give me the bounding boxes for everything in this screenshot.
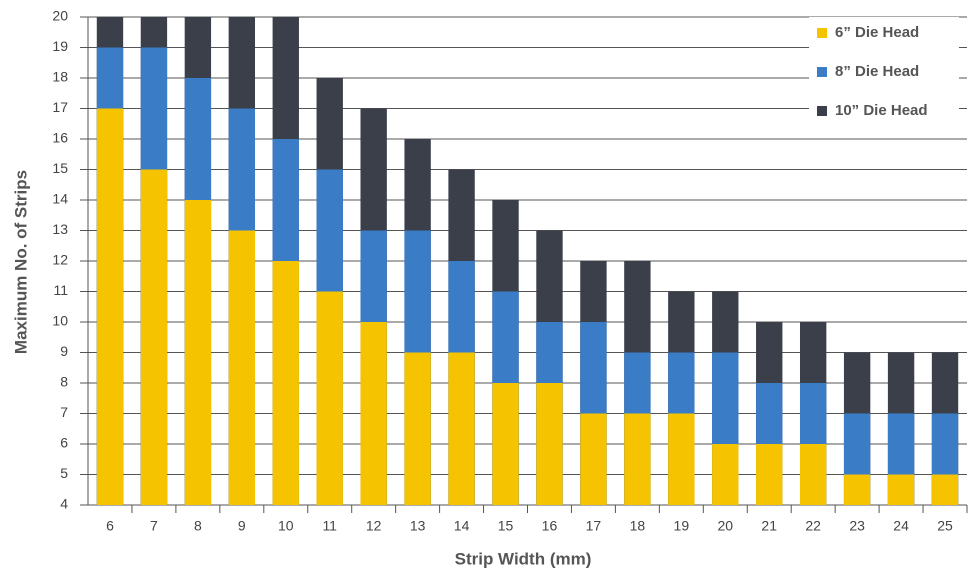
y-tick-label: 10 [52,313,68,329]
bar [756,444,783,505]
y-tick-label: 9 [60,343,68,359]
x-tick-label: 6 [106,518,114,534]
x-tick-label: 17 [586,518,602,534]
y-tick-label: 15 [52,160,68,176]
x-tick-label: 23 [849,518,865,534]
y-tick-label: 13 [52,221,68,237]
y-tick-label: 7 [60,404,68,420]
y-tick-label: 14 [52,191,68,207]
y-tick-label: 5 [60,465,68,481]
x-tick-label: 12 [366,518,382,534]
x-tick-label: 22 [805,518,821,534]
x-tick-label: 15 [498,518,514,534]
y-tick-label: 18 [52,69,68,85]
x-tick-label: 18 [630,518,646,534]
x-tick-label: 14 [454,518,470,534]
y-axis-title: Maximum No. of Strips [11,170,30,354]
bar [96,108,124,505]
bar [668,413,695,505]
x-tick-label: 9 [238,518,246,534]
legend-background [809,17,959,117]
x-tick-label: 21 [761,518,777,534]
legend: 6” Die Head 8” Die Head 10” Die Head [809,17,959,119]
x-tick-label: 20 [717,518,733,534]
y-tick-label: 11 [53,282,68,298]
bar [931,474,959,505]
y-tick-label: 17 [52,99,68,115]
x-tick-label: 8 [194,518,202,534]
bar [887,474,915,505]
bar [228,230,256,505]
bar [360,322,387,505]
legend-swatch [817,106,827,116]
bar [712,444,739,505]
y-tick-label: 8 [60,374,68,390]
x-tick-label: 11 [322,518,337,534]
y-tick-label: 12 [52,252,68,268]
x-tick-label: 24 [893,518,909,534]
bar [624,413,651,505]
x-tick-label: 19 [674,518,690,534]
y-tick-label: 6 [60,435,68,451]
legend-label: 10” Die Head [835,102,928,119]
legend-label: 6” Die Head [835,24,919,41]
x-tick-label: 7 [150,518,158,534]
bar [272,261,299,505]
bar [492,383,519,505]
bar [580,413,607,505]
bar [404,352,431,505]
x-tick-label: 25 [937,518,953,534]
bar [843,474,871,505]
legend-label: 8” Die Head [835,63,919,80]
y-tick-label: 19 [52,38,68,54]
y-tick-label: 16 [52,130,68,146]
y-tick-label: 4 [60,496,68,512]
bar [140,169,168,505]
x-tick-label: 10 [278,518,294,534]
bar [799,444,827,505]
x-tick-label: 13 [410,518,426,534]
y-tick-label: 20 [52,8,68,24]
bar [448,352,475,505]
bar [316,291,343,505]
legend-swatch [817,28,827,38]
bar [536,383,563,505]
legend-swatch [817,67,827,77]
bar [184,200,212,505]
x-axis-title: Strip Width (mm) [455,549,592,568]
x-tick-label: 16 [542,518,558,534]
